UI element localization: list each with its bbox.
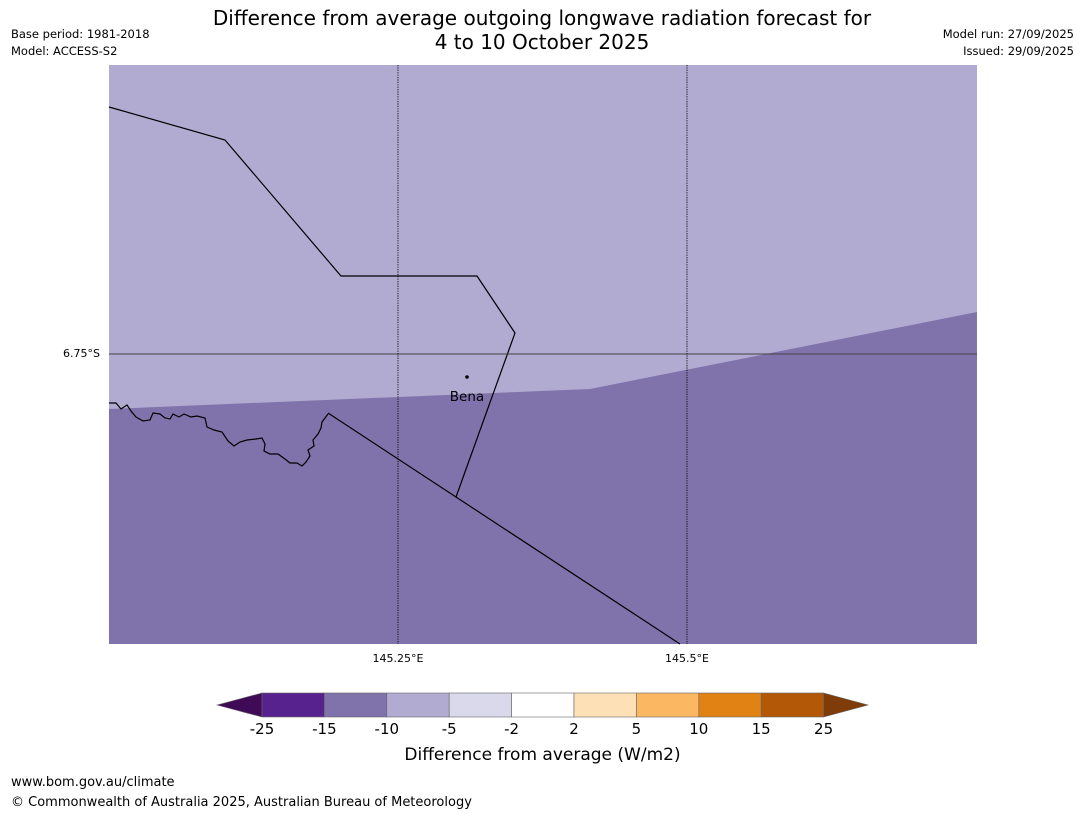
title-line-2: 4 to 10 October 2025: [434, 30, 650, 54]
colorbar-tick: -25: [249, 720, 275, 738]
colorbar-tick: 2: [569, 720, 579, 738]
coastline: [109, 402, 329, 467]
colorbar-bin: [760, 692, 824, 718]
lat-label-6-75s: 6.75°S: [63, 347, 100, 360]
colorbar-bin: [698, 692, 762, 718]
province-boundary-north: [108, 106, 516, 498]
colorbar-tick: -15: [312, 720, 337, 738]
colorbar-tick: 25: [814, 720, 834, 738]
meta-left: Base period: 1981-2018 Model: ACCESS-S2: [11, 26, 150, 60]
base-period: Base period: 1981-2018: [11, 27, 150, 41]
meta-right: Model run: 27/09/2025 Issued: 29/09/2025: [943, 26, 1074, 60]
colorbar-tick: 15: [751, 720, 771, 738]
lon-label-145-25e: 145.25°E: [372, 652, 424, 665]
colorbar-tick: 10: [689, 720, 709, 738]
bena-town-marker: [465, 375, 469, 379]
colorbar-bin: [448, 692, 512, 718]
model-name: Model: ACCESS-S2: [11, 44, 118, 58]
colorbar-bin: [386, 692, 450, 718]
colorbar-tick: -2: [504, 720, 520, 738]
colorbar-bin: [573, 692, 637, 718]
chart-title: Difference from average outgoing longwav…: [142, 6, 942, 54]
colorbar-bin: [261, 692, 325, 718]
colorbar: [215, 692, 870, 718]
bena-town-label: Bena: [450, 389, 484, 405]
colorbar-tick: -10: [374, 720, 400, 738]
footer-copyright: © Commonwealth of Australia 2025, Austra…: [11, 795, 472, 810]
region-minus-10-to-minus-15: [109, 312, 977, 644]
colorbar-label: Difference from average (W/m2): [404, 745, 681, 765]
colorbar-tick: 5: [631, 720, 642, 738]
colorbar-extend-low: [215, 692, 263, 718]
footer-url[interactable]: www.bom.gov.au/climate: [11, 775, 175, 790]
colorbar-bin: [324, 692, 388, 718]
title-line-1: Difference from average outgoing longwav…: [212, 6, 872, 30]
model-run: Model run: 27/09/2025: [942, 27, 1074, 41]
issued-date: Issued: 29/09/2025: [963, 44, 1074, 58]
colorbar-extend-high: [823, 692, 870, 718]
colorbar-bin: [511, 692, 575, 718]
colorbar-tick: -5: [441, 720, 457, 738]
colorbar-bin: [636, 692, 700, 718]
lon-label-145-5e: 145.5°E: [665, 652, 709, 665]
province-boundary-south: [327, 412, 681, 645]
